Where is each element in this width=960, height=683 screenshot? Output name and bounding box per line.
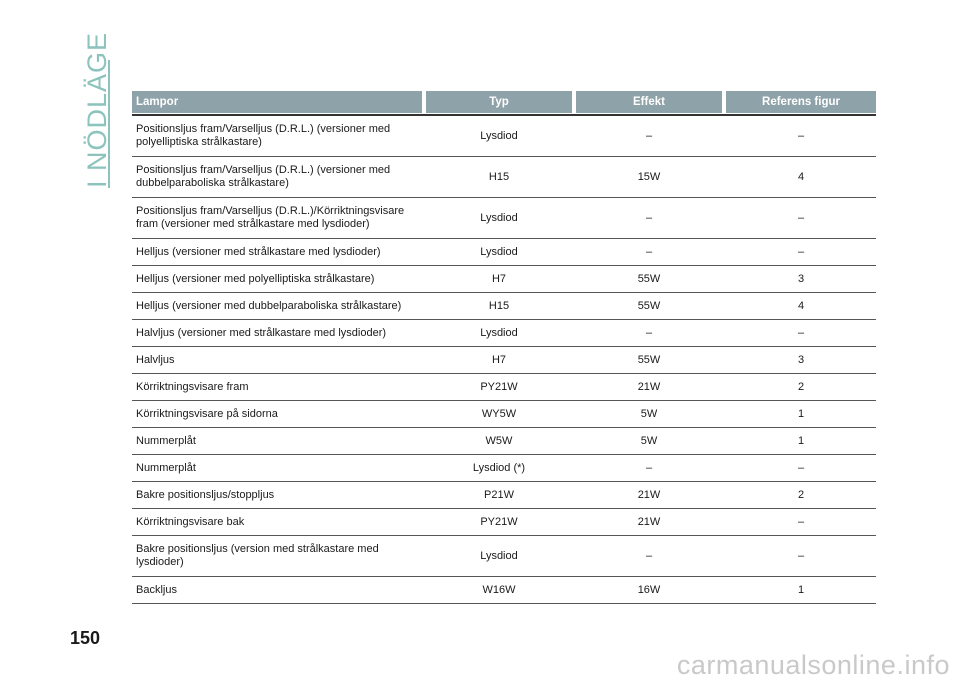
lamp-cell: Helljus (versioner med dubbelparaboliska… (136, 299, 402, 312)
lamp-cell: Backljus (136, 583, 177, 596)
lamp-cell: Nummerplåt (136, 461, 196, 474)
power-cell: 55W (637, 273, 661, 285)
reference-cell: – (797, 516, 805, 528)
power-cell: – (645, 550, 653, 562)
section-divider (108, 60, 110, 188)
lamp-cell: Bakre positionsljus (version med strålka… (136, 543, 379, 568)
table-body: Positionsljus fram/Varselljus (D.R.L.) (… (132, 116, 876, 604)
reference-cell: 3 (797, 273, 805, 285)
power-cell: 55W (637, 354, 661, 366)
type-cell: P21W (484, 489, 514, 501)
reference-cell: 4 (797, 300, 805, 312)
table-row: Positionsljus fram/Varselljus (D.R.L.)/K… (132, 198, 876, 239)
power-cell: – (645, 130, 653, 142)
type-cell: H15 (488, 171, 510, 183)
lamp-cell: Positionsljus fram/Varselljus (D.R.L.)/K… (136, 205, 405, 230)
type-cell: WY5W (481, 408, 517, 420)
table-row: Backljus W16W 16W 1 (132, 577, 876, 604)
header-typ: Typ (426, 91, 572, 113)
table-row: Nummerplåt Lysdiod (*) – – (132, 455, 876, 482)
header-referens: Referens figur (726, 91, 876, 113)
header-effekt: Effekt (576, 91, 722, 113)
section-tab: I NÖDLÄGE (78, 32, 118, 190)
table-row: Körriktningsvisare på sidorna WY5W 5W 1 (132, 401, 876, 428)
table-row: Helljus (versioner med strålkastare med … (132, 239, 876, 266)
type-cell: Lysdiod (480, 212, 518, 224)
type-cell: Lysdiod (*) (472, 462, 526, 474)
power-cell: 55W (637, 300, 661, 312)
power-cell: – (645, 212, 653, 224)
type-cell: W5W (485, 435, 513, 447)
reference-cell: 2 (797, 381, 805, 393)
reference-cell: 4 (797, 171, 805, 183)
header-lampor: Lampor (132, 91, 422, 113)
power-cell: 16W (637, 584, 661, 596)
lamp-cell: Positionsljus fram/Varselljus (D.R.L.) (… (136, 123, 391, 148)
lamp-cell: Halvljus (versioner med strålkastare med… (136, 326, 387, 339)
lamp-cell: Positionsljus fram/Varselljus (D.R.L.) (… (136, 164, 391, 189)
type-cell: H7 (491, 273, 507, 285)
power-cell: 21W (637, 489, 661, 501)
type-cell: PY21W (480, 381, 518, 393)
table-row: Helljus (versioner med polyelliptiska st… (132, 266, 876, 293)
reference-cell: – (797, 462, 805, 474)
reference-cell: 3 (797, 354, 805, 366)
type-cell: Lysdiod (480, 550, 518, 562)
reference-cell: 1 (797, 408, 805, 420)
power-cell: 15W (637, 171, 661, 183)
type-cell: W16W (482, 584, 516, 596)
power-cell: – (645, 462, 653, 474)
power-cell: 5W (640, 408, 658, 420)
lamp-cell: Helljus (versioner med polyelliptiska st… (136, 272, 375, 285)
reference-cell: 2 (797, 489, 805, 501)
reference-cell: 1 (797, 435, 805, 447)
table-row: Bakre positionsljus (version med strålka… (132, 536, 876, 577)
lamp-cell: Halvljus (136, 353, 175, 366)
power-cell: 21W (637, 516, 661, 528)
header-rule (132, 114, 876, 116)
reference-cell: – (797, 212, 805, 224)
lamp-cell: Körriktningsvisare bak (136, 515, 245, 528)
power-cell: – (645, 246, 653, 258)
type-cell: H7 (491, 354, 507, 366)
type-cell: Lysdiod (480, 327, 518, 339)
page-number: 150 (70, 628, 101, 648)
watermark: carmanualsonline.info (676, 650, 950, 680)
table-row: Positionsljus fram/Varselljus (D.R.L.) (… (132, 157, 876, 198)
table-row: Körriktningsvisare bak PY21W 21W – (132, 509, 876, 536)
lamp-cell: Nummerplåt (136, 434, 196, 447)
lamp-cell: Helljus (versioner med strålkastare med … (136, 245, 381, 258)
table-row: Bakre positionsljus/stoppljus P21W 21W 2 (132, 482, 876, 509)
power-cell: – (645, 327, 653, 339)
lamp-table: Lampor Typ Effekt Referens figur Positio… (132, 91, 876, 604)
reference-cell: – (797, 327, 805, 339)
reference-cell: – (797, 550, 805, 562)
table-row: Körriktningsvisare fram PY21W 21W 2 (132, 374, 876, 401)
type-cell: PY21W (480, 516, 518, 528)
table-row: Positionsljus fram/Varselljus (D.R.L.) (… (132, 116, 876, 157)
table-row: Halvljus H7 55W 3 (132, 347, 876, 374)
type-cell: H15 (488, 300, 510, 312)
lamp-cell: Bakre positionsljus/stoppljus (136, 488, 275, 501)
reference-cell: – (797, 246, 805, 258)
lamp-cell: Körriktningsvisare på sidorna (136, 407, 278, 420)
reference-cell: – (797, 130, 805, 142)
reference-cell: 1 (797, 584, 805, 596)
power-cell: 5W (640, 435, 658, 447)
type-cell: Lysdiod (480, 130, 518, 142)
table-row: Halvljus (versioner med strålkastare med… (132, 320, 876, 347)
type-cell: Lysdiod (480, 246, 518, 258)
power-cell: 21W (637, 381, 661, 393)
table-header: Lampor Typ Effekt Referens figur (132, 91, 876, 113)
table-row: Helljus (versioner med dubbelparaboliska… (132, 293, 876, 320)
lamp-cell: Körriktningsvisare fram (136, 380, 249, 393)
table-row: Nummerplåt W5W 5W 1 (132, 428, 876, 455)
